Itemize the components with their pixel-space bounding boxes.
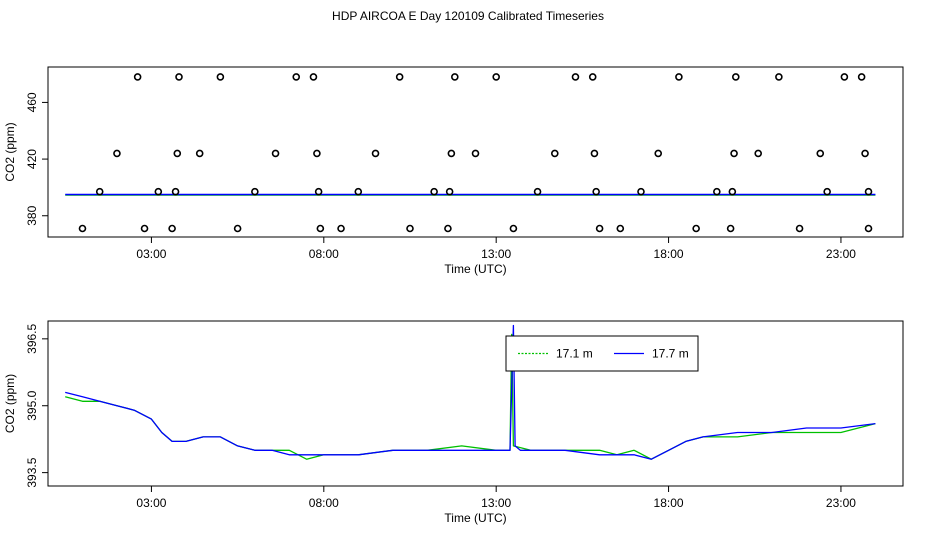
y-tick-label: 460	[25, 92, 39, 112]
x-tick-label: 13:00	[481, 247, 511, 261]
data-point	[823, 187, 831, 196]
data-point	[175, 73, 183, 81]
x-tick-label: 18:00	[654, 496, 684, 510]
y-tick-label: 396.5	[25, 323, 39, 353]
data-point	[140, 224, 149, 233]
data-point	[590, 149, 599, 158]
data-point	[233, 224, 242, 233]
data-point	[816, 149, 825, 158]
data-point	[492, 73, 500, 81]
data-point	[726, 224, 735, 233]
data-point	[316, 224, 325, 233]
data-point	[133, 73, 142, 81]
plot-frame	[47, 66, 904, 238]
x-tick-label: 08:00	[309, 496, 339, 510]
data-point	[654, 149, 663, 158]
data-point	[444, 224, 452, 233]
data-point	[616, 224, 625, 233]
legend: 17.1 m 17.7 m	[505, 335, 699, 372]
data-point	[730, 149, 738, 158]
legend-label: 17.7 m	[652, 347, 689, 361]
data-point	[592, 187, 600, 196]
data-point	[533, 187, 542, 196]
x-tick-label: 03:00	[136, 496, 166, 510]
data-point	[216, 73, 225, 81]
top-panel: 03:00 08:00 13:00 18:00 23:00 380 420 460 Time (…	[3, 66, 904, 276]
x-tick-label: 13:00	[481, 496, 511, 510]
bottom-panel: 03:00 08:00 13:00 18:00 23:00 393.5 395.0 396.5…	[3, 320, 904, 525]
data-point	[775, 73, 783, 81]
data-point	[168, 224, 176, 233]
y-tick-label: 393.5	[25, 457, 39, 487]
data-point	[430, 187, 438, 196]
data-point	[675, 73, 683, 81]
series-line-2	[65, 324, 876, 460]
data-point	[309, 73, 318, 81]
x-tick-label: 03:00	[136, 247, 166, 261]
x-tick-label: 18:00	[654, 247, 684, 261]
data-point	[251, 187, 259, 196]
y-tick-label: 380	[25, 205, 39, 225]
data-point	[692, 224, 700, 233]
data-point	[95, 187, 104, 196]
data-point	[713, 187, 721, 196]
data-point	[509, 224, 518, 233]
chart-title: HDP AIRCOA E Day 120109 Calibrated Times…	[332, 9, 604, 23]
y-axis-label: CO2 (ppm)	[3, 374, 17, 433]
data-point	[445, 187, 454, 196]
data-point	[864, 187, 873, 196]
y-tick-label: 395.0	[25, 390, 39, 420]
data-point	[864, 224, 873, 233]
data-point	[550, 149, 559, 158]
data-point	[857, 73, 866, 81]
data-point	[471, 149, 480, 158]
data-point	[195, 149, 204, 158]
data-point	[395, 73, 404, 81]
data-point	[571, 73, 580, 81]
data-point	[314, 187, 323, 196]
data-point	[371, 149, 380, 158]
legend-box	[505, 335, 699, 372]
data-point	[271, 149, 280, 158]
y-axis-label: CO2 (ppm)	[3, 122, 17, 181]
plot-frame	[47, 320, 904, 487]
data-point	[173, 149, 182, 158]
data-point	[754, 149, 763, 158]
x-tick-label: 23:00	[826, 247, 856, 261]
data-point	[337, 224, 345, 233]
x-tick-label: 08:00	[309, 247, 339, 261]
data-point	[795, 224, 804, 233]
data-point	[406, 224, 414, 233]
data-point	[354, 187, 363, 196]
data-point	[447, 149, 456, 158]
data-point	[313, 149, 321, 158]
series-line-1	[65, 333, 876, 460]
y-tick-label: 420	[25, 149, 39, 169]
data-point	[595, 224, 604, 233]
data-point	[171, 187, 180, 196]
x-axis-label: Time (UTC)	[444, 262, 506, 276]
x-axis-label: Time (UTC)	[444, 511, 506, 525]
data-point	[637, 187, 645, 196]
data-point	[154, 187, 163, 196]
data-point	[451, 73, 459, 81]
data-point	[78, 224, 87, 233]
data-point	[728, 187, 737, 196]
data-point	[731, 73, 740, 81]
data-point	[588, 73, 597, 81]
legend-label: 17.1 m	[556, 347, 593, 361]
data-point	[840, 73, 849, 81]
data-point	[861, 149, 869, 158]
data-point	[113, 149, 121, 158]
x-tick-label: 23:00	[826, 496, 856, 510]
data-point	[292, 73, 301, 81]
